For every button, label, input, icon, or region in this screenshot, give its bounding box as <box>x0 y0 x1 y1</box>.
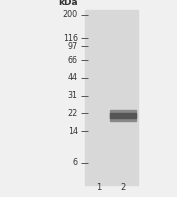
Text: 44: 44 <box>68 73 78 82</box>
Text: 1: 1 <box>96 183 101 192</box>
Text: 116: 116 <box>63 34 78 43</box>
Text: 14: 14 <box>68 126 78 136</box>
Text: 31: 31 <box>68 91 78 100</box>
Bar <box>110 112 136 118</box>
Text: 97: 97 <box>68 42 78 51</box>
Text: 66: 66 <box>68 56 78 65</box>
Text: kDa: kDa <box>58 0 78 7</box>
Bar <box>85 10 138 185</box>
Bar <box>110 110 136 121</box>
Text: 2: 2 <box>121 183 126 192</box>
Text: 200: 200 <box>63 10 78 19</box>
Text: 6: 6 <box>73 158 78 167</box>
Text: 22: 22 <box>68 109 78 118</box>
